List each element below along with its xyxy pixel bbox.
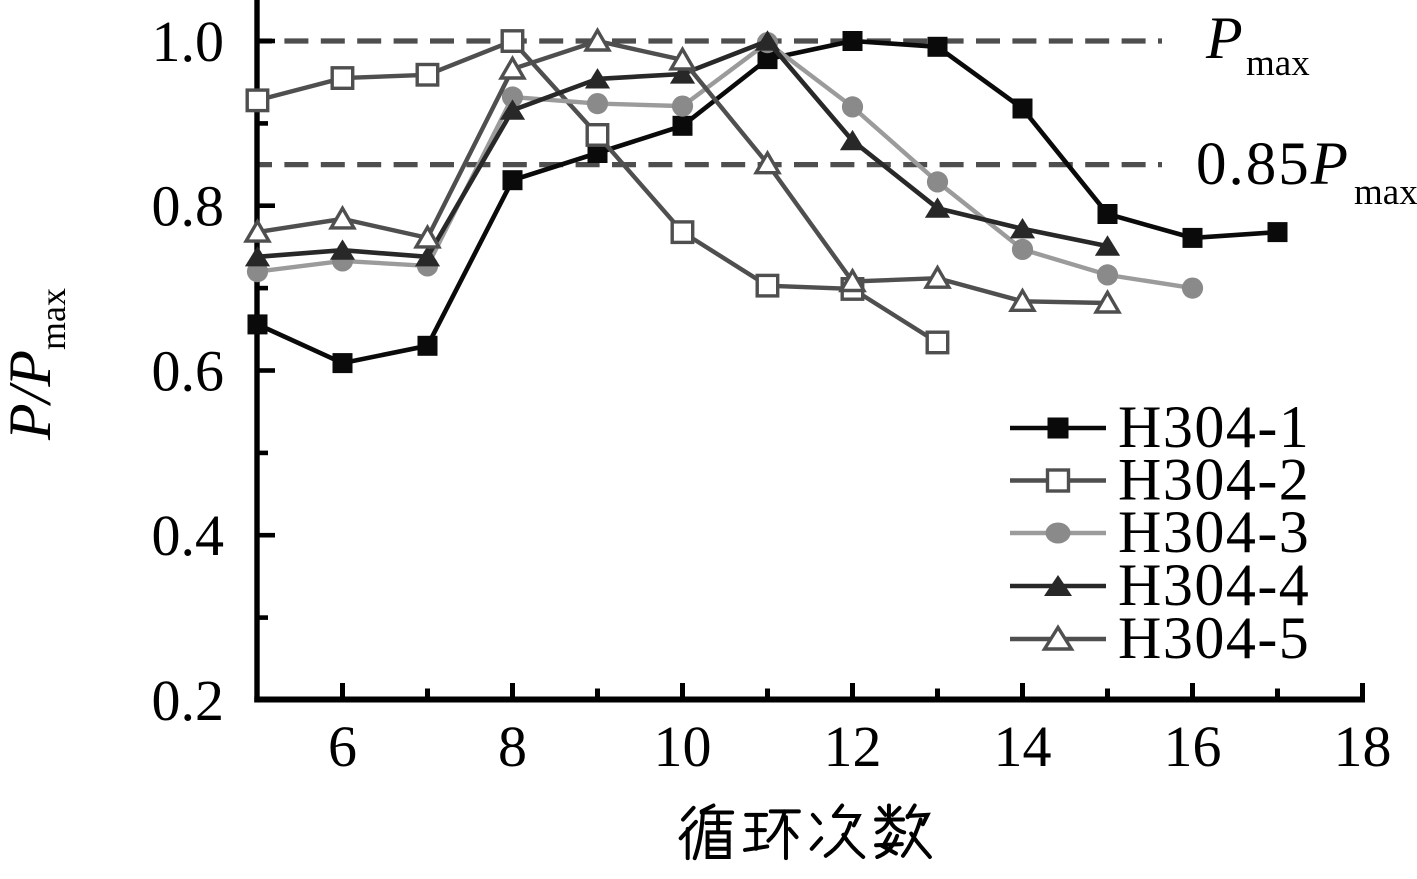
svg-text:18: 18 — [1334, 714, 1392, 779]
svg-text:0.6: 0.6 — [152, 339, 225, 404]
svg-text:10: 10 — [654, 714, 712, 779]
svg-text:0.4: 0.4 — [152, 503, 225, 568]
svg-text:P: P — [1205, 5, 1243, 71]
svg-text:0.8: 0.8 — [152, 174, 225, 239]
svg-text:16: 16 — [1164, 714, 1222, 779]
svg-text:0.85P: 0.85P — [1196, 131, 1350, 198]
svg-text:max: max — [1354, 172, 1417, 213]
svg-text:H304-5: H304-5 — [1118, 605, 1310, 671]
svg-text:6: 6 — [328, 714, 357, 779]
svg-text:14: 14 — [994, 714, 1052, 779]
svg-text:8: 8 — [498, 714, 527, 779]
svg-text:0.2: 0.2 — [152, 668, 225, 733]
svg-text:H304-4: H304-4 — [1118, 552, 1310, 618]
svg-text:H304-2: H304-2 — [1118, 447, 1310, 513]
svg-text:12: 12 — [824, 714, 882, 779]
svg-text:H304-3: H304-3 — [1118, 499, 1310, 565]
svg-text:1.0: 1.0 — [152, 9, 225, 74]
svg-text:H304-1: H304-1 — [1118, 394, 1310, 460]
svg-text:max: max — [1246, 43, 1310, 84]
